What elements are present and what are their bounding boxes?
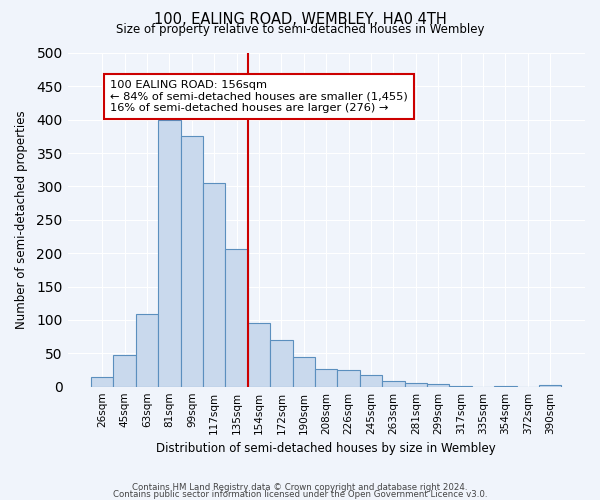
Bar [337, 370, 360, 386]
Bar [539, 384, 562, 386]
Bar [360, 374, 382, 386]
Bar [293, 358, 315, 386]
Bar [404, 384, 427, 386]
Text: Size of property relative to semi-detached houses in Wembley: Size of property relative to semi-detach… [116, 22, 484, 36]
Bar [226, 248, 248, 386]
Y-axis label: Number of semi-detached properties: Number of semi-detached properties [15, 110, 28, 329]
Text: Contains HM Land Registry data © Crown copyright and database right 2024.: Contains HM Land Registry data © Crown c… [132, 484, 468, 492]
Bar [203, 183, 226, 386]
Bar [382, 380, 404, 386]
Bar [136, 314, 158, 386]
Bar [113, 356, 136, 386]
Text: Contains public sector information licensed under the Open Government Licence v3: Contains public sector information licen… [113, 490, 487, 499]
Bar [270, 340, 293, 386]
Text: 100 EALING ROAD: 156sqm
← 84% of semi-detached houses are smaller (1,455)
16% of: 100 EALING ROAD: 156sqm ← 84% of semi-de… [110, 80, 408, 113]
Bar [91, 378, 113, 386]
Bar [158, 120, 181, 386]
X-axis label: Distribution of semi-detached houses by size in Wembley: Distribution of semi-detached houses by … [157, 442, 496, 455]
Text: 100, EALING ROAD, WEMBLEY, HA0 4TH: 100, EALING ROAD, WEMBLEY, HA0 4TH [154, 12, 446, 28]
Bar [248, 324, 270, 386]
Bar [315, 368, 337, 386]
Bar [181, 136, 203, 386]
Bar [427, 384, 449, 386]
